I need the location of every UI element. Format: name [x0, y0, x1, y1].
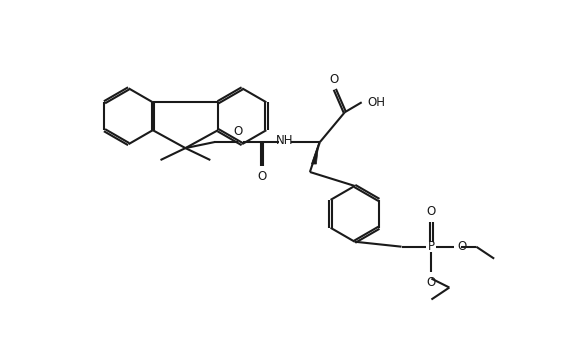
Polygon shape [312, 142, 319, 164]
Text: NH: NH [276, 133, 294, 147]
Text: P: P [428, 240, 435, 253]
Text: O: O [427, 205, 436, 218]
Text: O: O [329, 73, 339, 86]
Text: O: O [234, 125, 243, 138]
Text: O: O [457, 240, 467, 253]
Text: O: O [258, 170, 267, 183]
Text: O: O [427, 276, 436, 289]
Text: OH: OH [368, 96, 386, 109]
